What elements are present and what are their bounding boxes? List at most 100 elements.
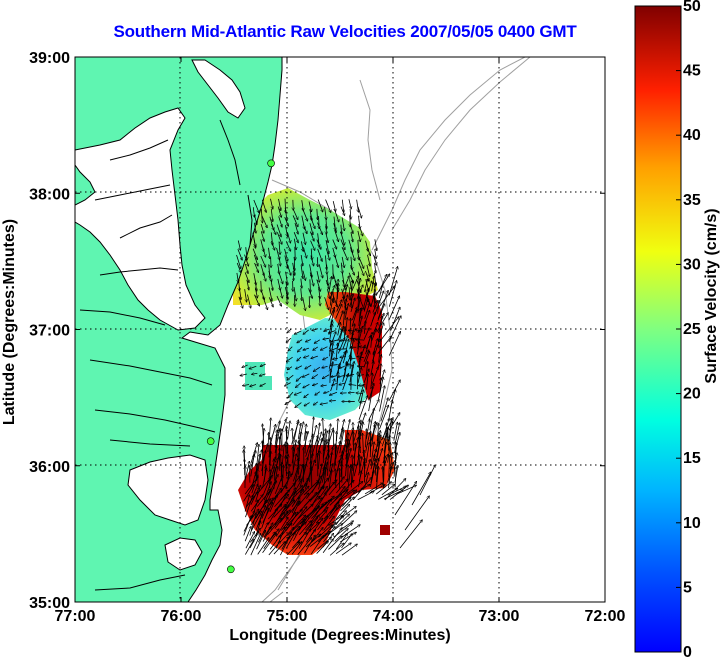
velocity-arrow [404,496,429,531]
velocity-arrow [302,373,310,377]
velocity-arrow [340,511,357,526]
velocity-arrow [263,482,271,501]
velocity-arrow [318,264,323,278]
velocity-arrow [245,495,252,518]
velocity-arrow [314,339,321,344]
velocity-arrow [286,356,293,361]
velocity-arrow [358,240,359,253]
velocity-arrow [328,277,332,293]
velocity-arrow [298,529,310,549]
lon-tick-label: 72:00 [585,608,626,625]
velocity-arrow [348,199,351,209]
velocity-arrow [278,216,282,227]
land-mass [75,57,283,602]
velocity-arrow [312,384,318,386]
velocity-arrow [302,232,306,245]
velocity-arrow [293,238,296,250]
velocity-arrow [316,432,322,448]
station-marker [267,159,275,168]
velocity-arrow [328,536,342,550]
velocity-arrow [303,384,310,387]
velocity-arrow [277,206,281,218]
velocity-arrow [276,224,281,236]
velocity-arrow [388,267,398,296]
velocity-arrow [334,208,338,222]
velocity-arrow [329,347,338,351]
velocity-arrow [329,494,342,506]
velocity-arrow [294,391,302,395]
velocity-arrow [296,376,302,381]
velocity-arrow [328,477,344,496]
velocity-arrow [284,216,289,226]
velocity-arrow [261,215,267,228]
velocity-arrow [286,456,287,477]
velocity-arrow [356,341,359,355]
velocity-arrow [297,339,303,343]
velocity-arrow [356,199,359,213]
velocity-arrow [333,447,336,469]
velocity-arrow [367,254,370,266]
velocity-arrow [269,247,270,259]
velocity-arrow [277,270,283,284]
velocity-arrow [316,541,329,554]
velocity-arrow [316,270,319,282]
velocity-arrow [341,256,344,268]
velocity-arrow [324,328,330,331]
velocity-arrow [377,330,380,347]
velocity-arrow [329,452,332,472]
velocity-arrow [334,498,351,512]
velocity-arrow [377,354,381,368]
velocity-arrow [321,499,332,514]
velocity-arrow [330,340,331,357]
velocity-arrow [242,384,250,385]
velocity-arrow [281,532,292,550]
velocity-arrow [337,322,341,336]
velocity-arrow [357,330,360,349]
velocity-arrow [359,431,360,453]
velocity-arrow [387,442,391,463]
map-grid [75,57,605,602]
velocity-arrow [291,483,307,500]
velocity-arrow [383,442,386,464]
velocity-arrow [337,338,344,354]
velocity-arrow [253,214,257,225]
velocity-arrow [332,201,335,211]
velocity-arrow [297,356,302,361]
velocity-arrow [379,317,398,343]
lat-tick-label: 37:00 [29,323,70,340]
velocity-arrow [310,535,324,555]
velocity-arrow [323,526,335,543]
velocity-arrow [377,304,385,321]
velocity-arrow [334,231,338,242]
velocity-arrow [349,223,353,233]
velocity-arrow [260,288,265,300]
velocity-arrow [390,307,400,331]
velocity-arrow [358,262,364,276]
velocity-arrow [244,495,250,512]
velocity-arrow [365,374,368,390]
velocity-arrow [337,326,344,342]
velocity-arrow [369,408,374,431]
velocity-arrow [340,231,345,246]
velocity-arrow [339,366,345,368]
velocity-arrow [243,485,254,502]
velocity-arrow [262,468,267,489]
velocity-arrow [262,526,271,542]
velocity-arrow [358,396,368,421]
velocity-arrow [269,495,277,513]
velocity-arrow [313,346,319,350]
velocity-arrow [244,263,248,274]
velocity-arrow [311,355,318,358]
stations [206,159,275,574]
velocity-arrow [356,248,359,260]
velocity-arrow [333,223,337,232]
velocity-arrow [336,287,337,306]
velocity-arrow [244,461,250,483]
velocity-arrow [308,201,312,211]
velocity-arrow [376,435,381,458]
velocity-arrow [388,331,400,356]
velocity-arrow [292,262,295,276]
velocity-arrow [310,240,315,251]
velocity-arrow [312,329,318,331]
velocity-arrow [379,405,388,430]
